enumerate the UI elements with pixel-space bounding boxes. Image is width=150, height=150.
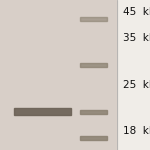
- FancyBboxPatch shape: [80, 63, 106, 67]
- FancyBboxPatch shape: [0, 0, 117, 150]
- Text: 45  kDa: 45 kDa: [123, 7, 150, 17]
- FancyBboxPatch shape: [80, 17, 106, 21]
- FancyBboxPatch shape: [80, 110, 106, 114]
- Text: 25  kDa: 25 kDa: [123, 80, 150, 90]
- Text: 18  kDa: 18 kDa: [123, 126, 150, 136]
- Text: 35  kDa: 35 kDa: [123, 33, 150, 43]
- FancyBboxPatch shape: [80, 136, 106, 140]
- FancyBboxPatch shape: [14, 108, 70, 115]
